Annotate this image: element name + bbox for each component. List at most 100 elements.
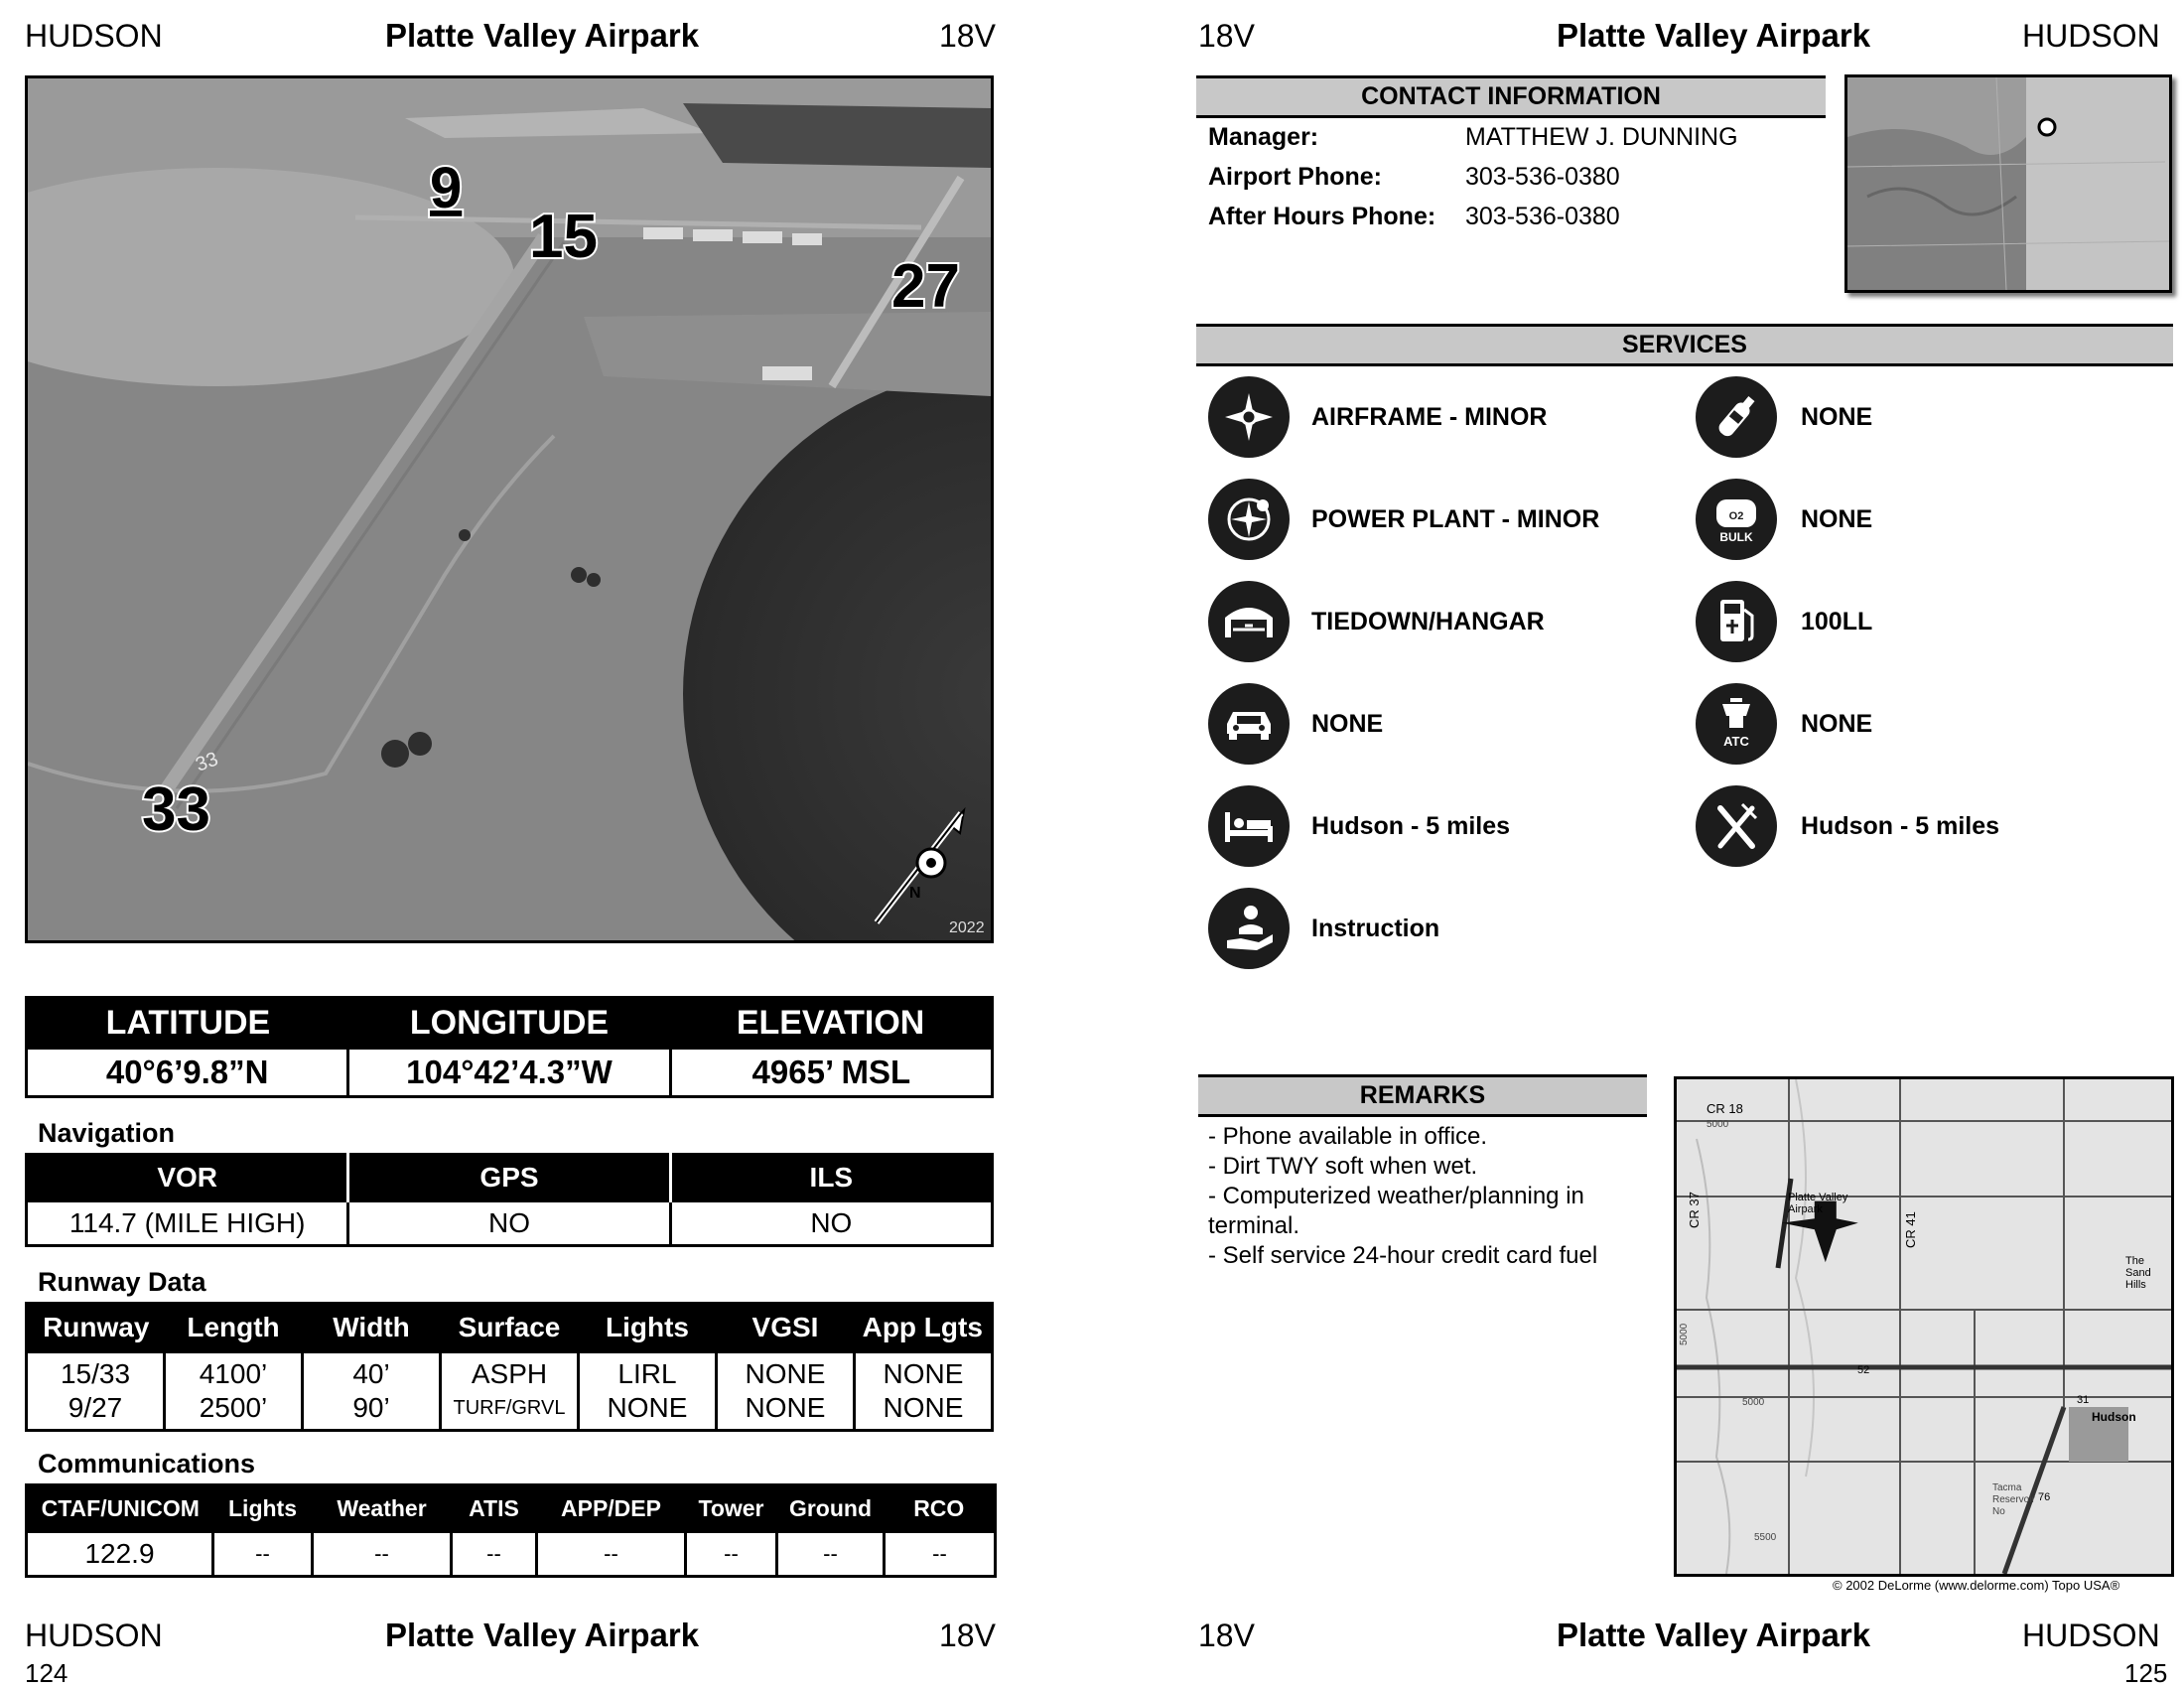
vgsi-value: NONE bbox=[745, 1392, 826, 1423]
svg-text:Tacma: Tacma bbox=[1992, 1482, 2022, 1493]
header-airport-id: 18V bbox=[1198, 18, 1255, 54]
latitude-header: LATITUDE bbox=[26, 997, 348, 1049]
svg-text:Platte Valley: Platte Valley bbox=[1788, 1192, 1848, 1203]
atis-header: ATIS bbox=[451, 1484, 537, 1532]
airframe-label: AIRFRAME - MINOR bbox=[1311, 403, 1548, 431]
oxygen-label: NONE bbox=[1801, 403, 1873, 431]
airport-phone-value: 303-536-0380 bbox=[1465, 163, 1620, 191]
hangar-icon bbox=[1208, 581, 1290, 662]
gps-value: NO bbox=[346, 1199, 672, 1247]
road-map: CR 18 CR 37 CR 41 Platte Valley Airpark … bbox=[1674, 1076, 2174, 1577]
header-airport-name: Platte Valley Airpark bbox=[385, 17, 700, 54]
remark-line: - Phone available in office. bbox=[1208, 1123, 1488, 1150]
state-locator-map bbox=[1844, 74, 2172, 293]
control-tower-icon: ATC bbox=[1696, 683, 1777, 765]
app-dep-value: -- bbox=[535, 1530, 687, 1578]
lodging-label: Hudson - 5 miles bbox=[1311, 812, 1511, 840]
remarks-list: - Phone available in office. - Dirt TWY … bbox=[1208, 1122, 1645, 1271]
header-city: HUDSON bbox=[2022, 18, 2160, 54]
header-city: HUDSON bbox=[25, 18, 163, 54]
atis-value: -- bbox=[450, 1530, 538, 1578]
bed-icon bbox=[1208, 785, 1290, 867]
runway-value: 15/33 bbox=[60, 1358, 131, 1389]
bulk-oxygen-label: NONE bbox=[1801, 505, 1873, 533]
footer-city: HUDSON bbox=[25, 1618, 163, 1653]
fuel-label: 100LL bbox=[1801, 608, 1873, 635]
power-plant-label: POWER PLANT - MINOR bbox=[1311, 505, 1600, 533]
ctaf-unicom-value: 122.9 bbox=[25, 1530, 214, 1578]
tower-header: Tower bbox=[685, 1484, 777, 1532]
page-number: 125 bbox=[2124, 1658, 2168, 1688]
weather-value: -- bbox=[311, 1530, 453, 1578]
svg-text:52: 52 bbox=[1857, 1364, 1869, 1376]
manager-label: Manager: bbox=[1208, 123, 1319, 151]
tower-value: -- bbox=[684, 1530, 778, 1578]
map-copyright: © 2002 DeLorme (www.delorme.com) Topo US… bbox=[1833, 1578, 2120, 1593]
vor-header: VOR bbox=[26, 1154, 348, 1201]
app-lgts-value: NONE bbox=[883, 1392, 964, 1423]
runway-label-15: 15 bbox=[529, 203, 598, 271]
runway-label-27: 27 bbox=[891, 252, 960, 321]
longitude-value: 104°42’4.3”W bbox=[346, 1047, 672, 1098]
ground-value: -- bbox=[775, 1530, 886, 1578]
remark-line: - Dirt TWY soft when wet. bbox=[1208, 1153, 1478, 1180]
remark-line: terminal. bbox=[1208, 1212, 1300, 1239]
svg-text:76: 76 bbox=[2038, 1491, 2050, 1503]
coordinates-table: LATITUDE LONGITUDE ELEVATION 40°6’9.8”N … bbox=[24, 996, 995, 1098]
power-plant-icon bbox=[1208, 479, 1290, 560]
longitude-header: LONGITUDE bbox=[347, 997, 671, 1049]
lights-value: NONE bbox=[607, 1392, 688, 1423]
svg-text:5000: 5000 bbox=[1679, 1323, 1690, 1345]
airport-marker-icon bbox=[1781, 1200, 1858, 1263]
surface-header: Surface bbox=[440, 1303, 579, 1352]
width-header: Width bbox=[302, 1303, 441, 1352]
navigation-table: VOR GPS ILS 114.7 (MILE HIGH) NO NO bbox=[24, 1153, 995, 1247]
remark-line: - Computerized weather/planning in bbox=[1208, 1183, 1584, 1209]
surface-value: ASPH bbox=[471, 1358, 548, 1389]
vgsi-value: NONE bbox=[745, 1358, 826, 1389]
communications-table: CTAF/UNICOM Lights Weather ATIS APP/DEP … bbox=[25, 1483, 997, 1578]
svg-text:Hudson: Hudson bbox=[2092, 1410, 2136, 1424]
svg-text:5000: 5000 bbox=[1706, 1119, 1729, 1130]
com-lights-value: -- bbox=[211, 1530, 314, 1578]
runway-header: Runway bbox=[26, 1303, 165, 1352]
svg-text:Airpark: Airpark bbox=[1788, 1203, 1823, 1215]
page-number: 124 bbox=[25, 1658, 68, 1688]
footer-city: HUDSON bbox=[2022, 1618, 2160, 1653]
atc-label: NONE bbox=[1801, 710, 1873, 738]
svg-text:5000: 5000 bbox=[1742, 1397, 1765, 1408]
length-header: Length bbox=[164, 1303, 303, 1352]
svg-text:5500: 5500 bbox=[1754, 1532, 1777, 1543]
instruction-icon bbox=[1208, 888, 1290, 969]
weather-header: Weather bbox=[312, 1484, 452, 1532]
svg-text:N: N bbox=[909, 885, 921, 902]
svg-text:Hills: Hills bbox=[2125, 1279, 2146, 1291]
svg-text:ATC: ATC bbox=[1723, 734, 1749, 749]
header-airport-id: 18V bbox=[939, 18, 996, 54]
latitude-value: 40°6’9.8”N bbox=[24, 1047, 350, 1098]
navigation-title: Navigation bbox=[38, 1118, 176, 1148]
runway-value: 9/27 bbox=[68, 1392, 123, 1423]
compass-icon: N bbox=[874, 806, 966, 924]
com-lights-header: Lights bbox=[212, 1484, 313, 1532]
airport-phone-label: Airport Phone: bbox=[1208, 163, 1382, 191]
svg-text:O2: O2 bbox=[1729, 510, 1744, 522]
ctaf-unicom-header: CTAF/UNICOM bbox=[26, 1484, 213, 1532]
svg-text:CR 41: CR 41 bbox=[1903, 1211, 1918, 1248]
rco-header: RCO bbox=[884, 1484, 996, 1532]
footer-airport-id: 18V bbox=[1198, 1618, 1255, 1653]
elevation-header: ELEVATION bbox=[670, 997, 993, 1049]
services-title: SERVICES bbox=[1196, 324, 2173, 366]
after-hours-phone-value: 303-536-0380 bbox=[1465, 203, 1620, 230]
length-value: 4100’ bbox=[199, 1358, 268, 1389]
svg-text:No: No bbox=[1992, 1506, 2005, 1517]
lights-value: LIRL bbox=[617, 1358, 677, 1389]
svg-text:The: The bbox=[2125, 1255, 2144, 1267]
rco-value: -- bbox=[883, 1530, 997, 1578]
footer-airport-name: Platte Valley Airpark bbox=[385, 1617, 700, 1653]
airframe-icon bbox=[1208, 376, 1290, 458]
contact-information-title: CONTACT INFORMATION bbox=[1196, 75, 1826, 118]
manager-value: MATTHEW J. DUNNING bbox=[1465, 123, 1738, 151]
ils-header: ILS bbox=[668, 1154, 993, 1201]
gps-header: GPS bbox=[346, 1154, 671, 1201]
